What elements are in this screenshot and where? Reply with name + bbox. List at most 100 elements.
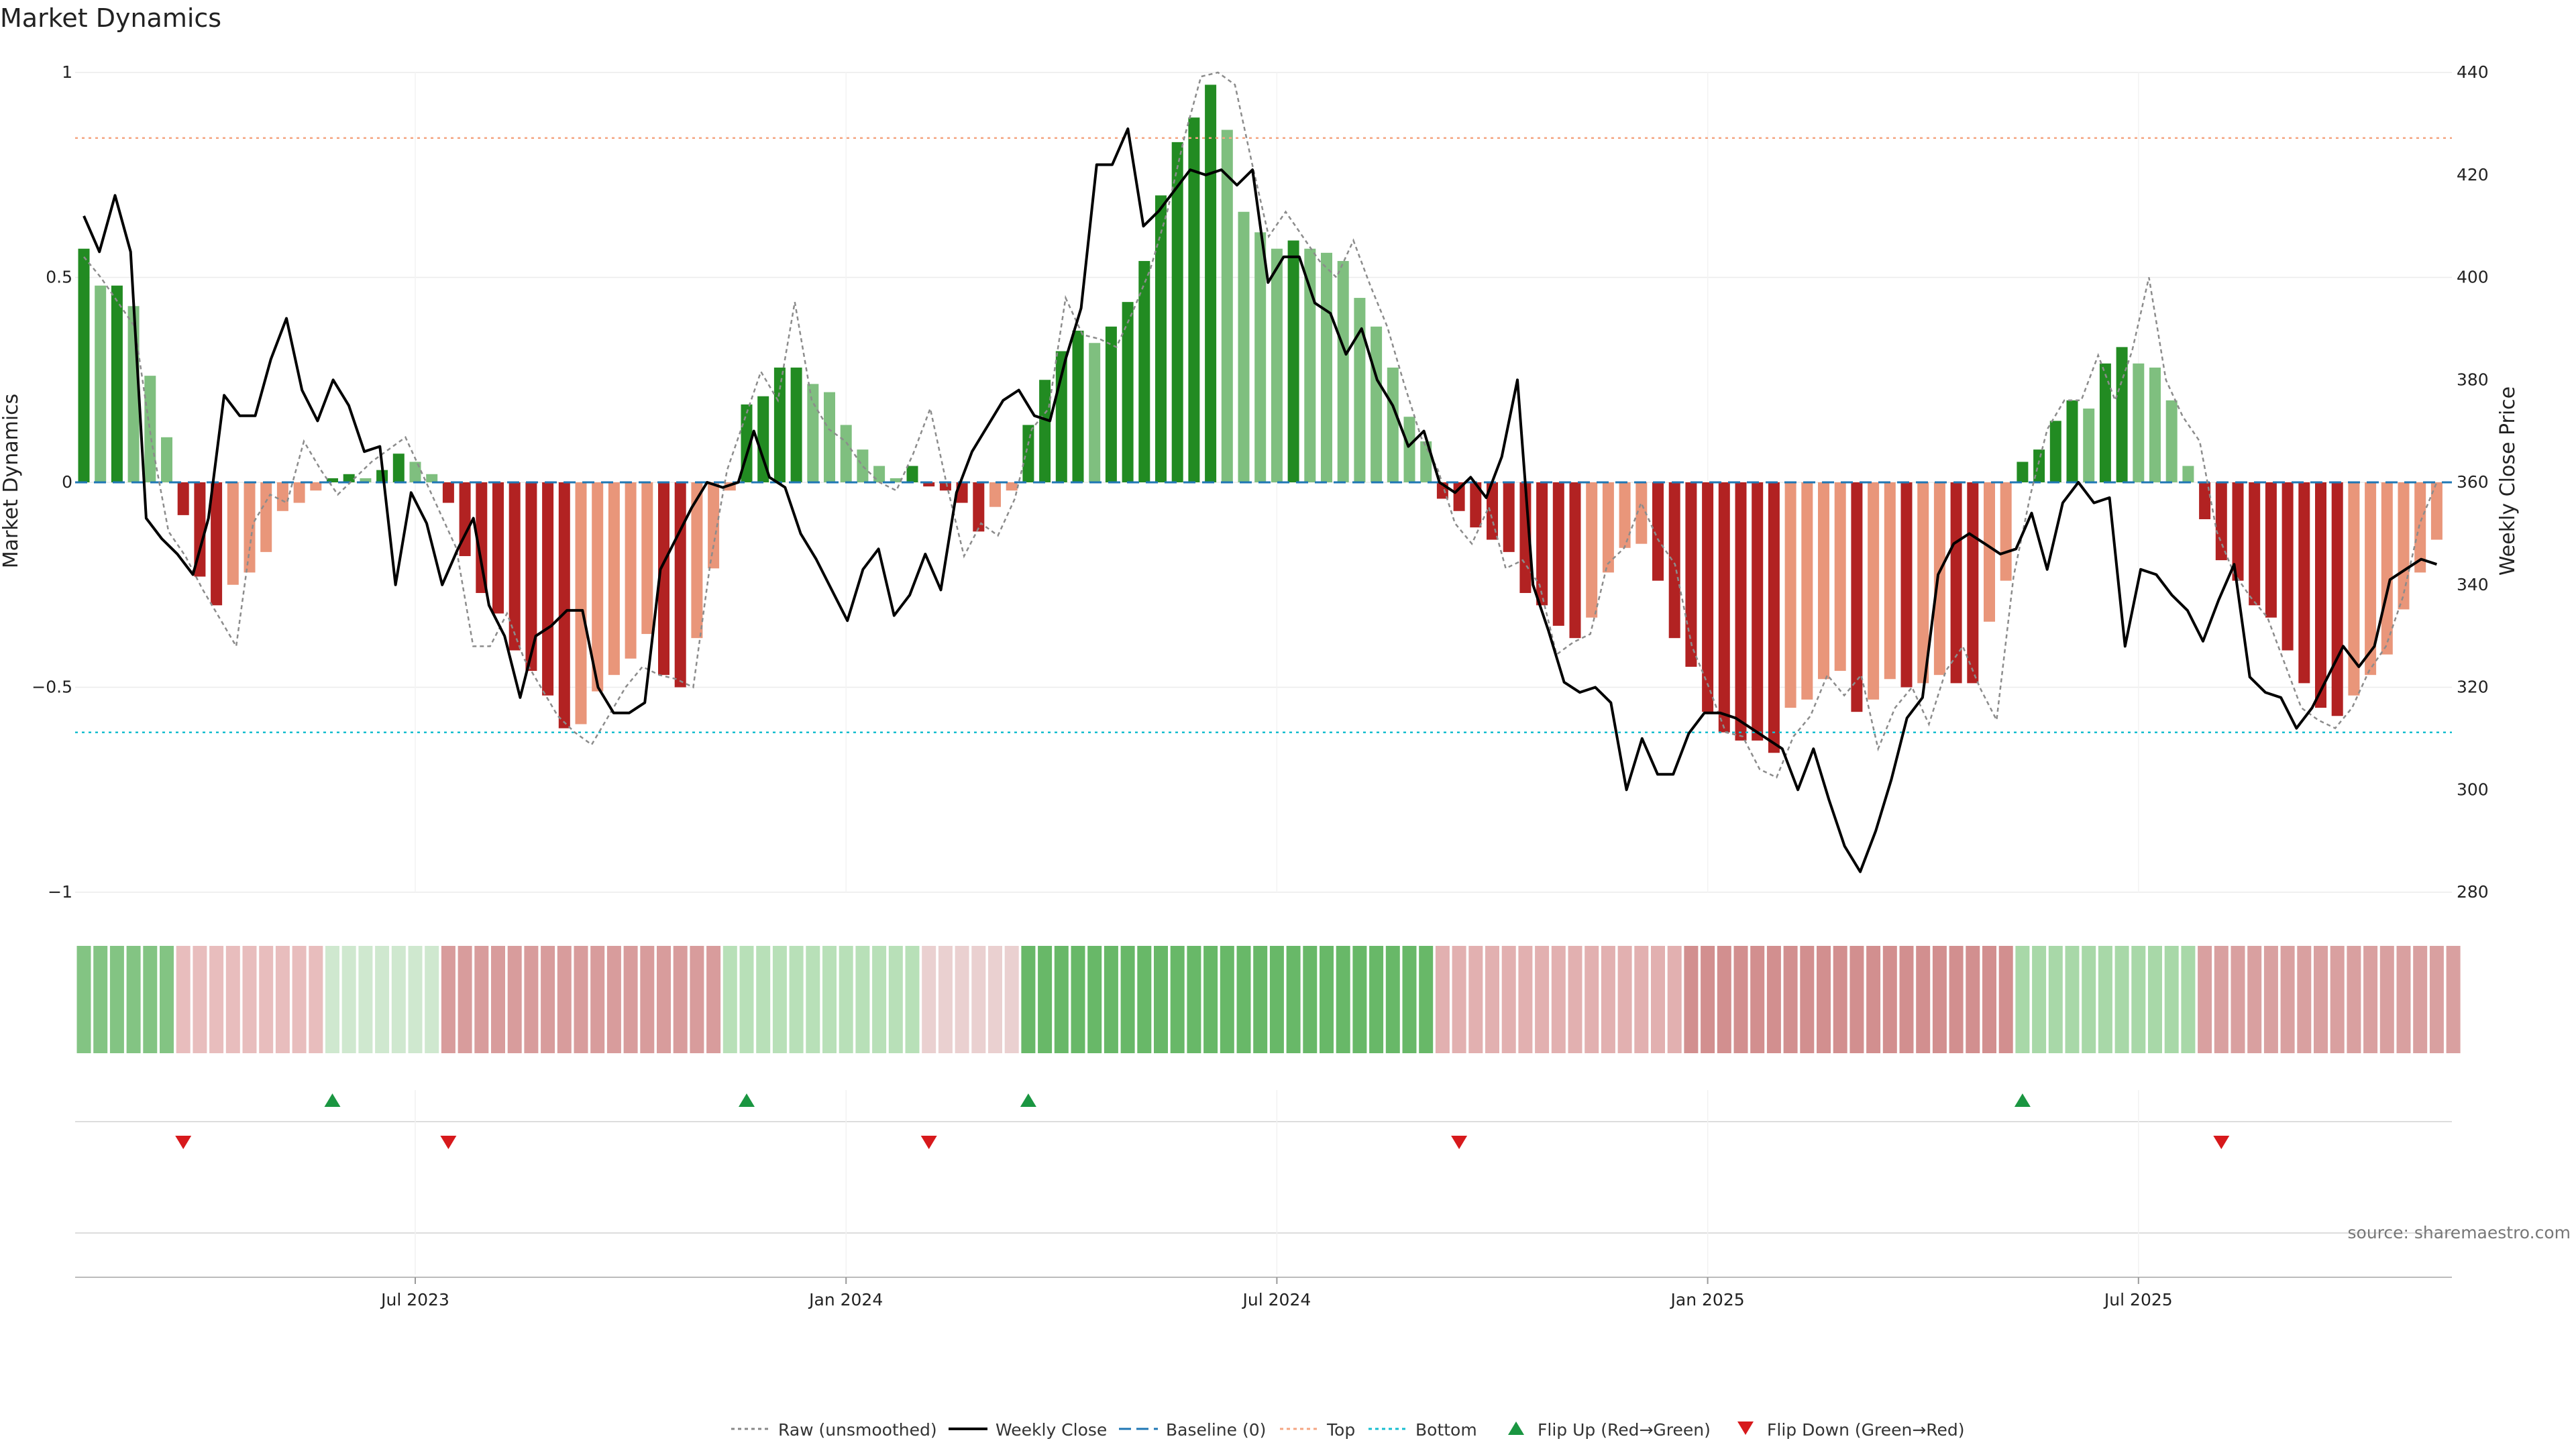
dynamics-bars [78, 85, 2443, 753]
heat-cell [855, 946, 870, 1053]
heat-cell [2379, 946, 2394, 1053]
dynamics-bar [1635, 482, 1648, 544]
dynamics-bar [1768, 482, 1780, 753]
heat-cell [640, 946, 655, 1053]
dynamics-bar [1122, 302, 1134, 482]
dynamics-bar [1337, 261, 1349, 482]
heat-cell [1402, 946, 1417, 1053]
heat-cell [2015, 946, 2030, 1053]
dynamics-bar [906, 466, 918, 482]
left-tick-label: 0.5 [46, 268, 72, 287]
dynamics-bar [1818, 482, 1829, 680]
heat-cell [1369, 946, 1384, 1053]
legend-item: Bottom [1368, 1420, 1477, 1440]
heat-cell [2048, 946, 2063, 1053]
dynamics-bar [873, 466, 885, 482]
dynamics-bar [127, 306, 140, 482]
dynamics-bar [2182, 466, 2194, 482]
heat-cell [2065, 946, 2080, 1053]
heat-cell [739, 946, 754, 1053]
dynamics-bar [1155, 195, 1167, 482]
dynamics-bar [1271, 248, 1283, 482]
heat-cell [722, 946, 737, 1053]
dynamics-bar [2232, 482, 2244, 581]
left-tick-label: −1 [48, 882, 72, 902]
dynamics-bar [1503, 482, 1515, 552]
heat-cell [1849, 946, 1864, 1053]
heat-cell [1634, 946, 1649, 1053]
flip-down-marker [175, 1136, 192, 1149]
dynamics-bar [161, 437, 172, 482]
heat-cell [375, 946, 390, 1053]
dynamics-bar [857, 449, 869, 482]
heat-cell [772, 946, 787, 1053]
heat-cell [1269, 946, 1284, 1053]
dynamics-bar [1784, 482, 1796, 708]
heat-cell [905, 946, 920, 1053]
flip-down-marker [440, 1136, 457, 1149]
heat-cell [1617, 946, 1632, 1053]
dynamics-bar [2298, 482, 2310, 684]
heat-cell [574, 946, 588, 1053]
heat-cell [955, 946, 969, 1053]
x-tick-label: Jul 2023 [380, 1290, 449, 1309]
dynamics-bar [2430, 482, 2443, 540]
dynamics-bar [658, 482, 669, 676]
heat-cell [292, 946, 307, 1053]
heat-cell [971, 946, 986, 1053]
heat-cell [1320, 946, 1334, 1053]
x-tick-label: Jan 2025 [1670, 1290, 1745, 1309]
heat-cell [1998, 946, 2013, 1053]
heat-cell [193, 946, 207, 1053]
dynamics-bar [1453, 482, 1465, 511]
dynamics-bar [807, 384, 819, 482]
heat-cell [1866, 946, 1881, 1053]
heat-cell [1585, 946, 1599, 1053]
heat-cell [474, 946, 489, 1053]
heat-cell [806, 946, 820, 1053]
dynamics-bar [310, 482, 322, 491]
legend-item: Baseline (0) [1119, 1420, 1266, 1440]
dynamics-bar [1834, 482, 1846, 672]
x-tick-label: Jul 2025 [2103, 1290, 2173, 1309]
heat-cell [1054, 946, 1069, 1053]
heat-cell [1833, 946, 1847, 1053]
heat-cell [657, 946, 671, 1053]
heat-cell [673, 946, 688, 1053]
heat-cell [1568, 946, 1582, 1053]
raw-line [83, 71, 2438, 779]
dynamics-bar [1171, 142, 1183, 482]
legend-label: Raw (unsmoothed) [778, 1420, 937, 1440]
dynamics-bar [1735, 482, 1747, 741]
heat-cell [2231, 946, 2245, 1053]
dynamics-bar [1205, 85, 1217, 482]
heat-cell [2082, 946, 2096, 1053]
heat-cell [1750, 946, 1765, 1053]
left-tick-label: −0.5 [32, 678, 72, 697]
dynamics-bar [1188, 117, 1200, 482]
dynamics-bar [525, 482, 537, 672]
heat-cell [690, 946, 704, 1053]
heat-cell [1352, 946, 1367, 1053]
dynamics-bar [1569, 482, 1581, 639]
heat-cell [1783, 946, 1798, 1053]
dynamics-bar [476, 482, 488, 593]
heat-cell [1286, 946, 1301, 1053]
flip-up-marker [1020, 1093, 1036, 1107]
dynamics-bar [1138, 261, 1150, 482]
dynamics-bar [426, 474, 438, 482]
right-tick-label: 320 [2457, 678, 2489, 697]
heat-cell [309, 946, 323, 1053]
legend: Raw (unsmoothed) Weekly Close Baseline (0)… [731, 1420, 1965, 1440]
dynamics-bar [708, 482, 720, 569]
dynamics-bar [1387, 367, 1399, 482]
heat-cell [822, 946, 837, 1053]
dynamics-bar [1685, 482, 1697, 667]
heat-cell [2148, 946, 2162, 1053]
dynamics-bar [1868, 482, 1880, 700]
dynamics-bar [558, 482, 570, 729]
heat-cell [1154, 946, 1168, 1053]
heat-cell [1601, 946, 1615, 1053]
dynamics-bar [2083, 409, 2095, 482]
